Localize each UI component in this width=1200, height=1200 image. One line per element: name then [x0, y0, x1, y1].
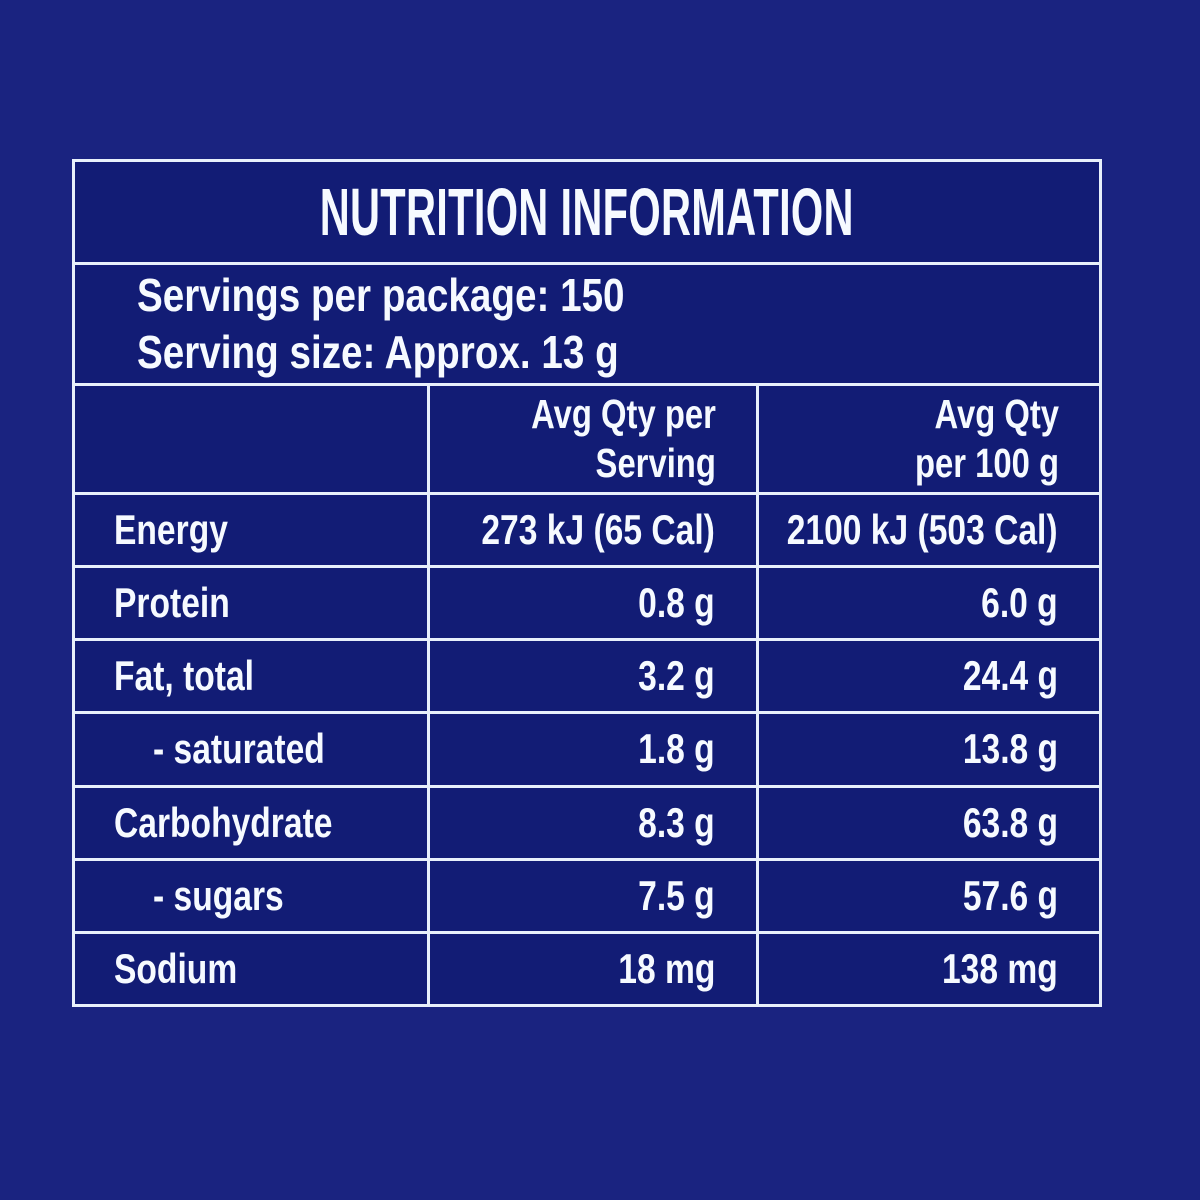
row-label: Carbohydrate: [114, 798, 333, 846]
row-saturated-per-serving-cell: 1.8 g: [430, 714, 756, 785]
row-protein-per-100g-cell: 6.0 g: [759, 568, 1099, 639]
row-sodium-label-cell: Sodium: [75, 933, 427, 1004]
row-value: 18 mg: [617, 944, 715, 992]
row-value: 273 kJ (65 Cal): [481, 506, 715, 554]
row-energy-per-100g-cell: 2100 kJ (503 Cal): [759, 495, 1099, 566]
row-sugars-per-serving-cell: 7.5 g: [430, 860, 756, 931]
row-fat-total-label-cell: Fat, total: [75, 641, 427, 712]
row-energy-label-cell: Energy: [75, 495, 427, 566]
row-value: 24.4 g: [962, 652, 1058, 700]
row-label: - sugars: [153, 871, 284, 919]
row-value: 2100 kJ (503 Cal): [787, 506, 1058, 554]
header-per-serving: Avg Qty per Serving: [430, 386, 756, 492]
nutrition-title-box: NUTRITION INFORMATION: [75, 162, 1099, 262]
row-saturated-per-100g-cell: 13.8 g: [759, 714, 1099, 785]
servings-per-package: Servings per package: 150: [137, 268, 625, 321]
row-energy-per-serving-cell: 273 kJ (65 Cal): [430, 495, 756, 566]
row-saturated-label-cell: - saturated: [75, 714, 427, 785]
row-label: Sodium: [114, 944, 238, 992]
row-sodium-per-serving-cell: 18 mg: [430, 933, 756, 1004]
header-per-100g: Avg Qty per 100 g: [759, 386, 1099, 492]
row-label: Energy: [114, 506, 228, 554]
row-value: 1.8 g: [638, 725, 715, 773]
row-value: 63.8 g: [962, 798, 1058, 846]
row-carbohydrate-label-cell: Carbohydrate: [75, 787, 427, 858]
row-value: 138 mg: [942, 944, 1058, 992]
row-sugars-per-100g-cell: 57.6 g: [759, 860, 1099, 931]
row-value: 3.2 g: [638, 652, 715, 700]
row-value: 57.6 g: [962, 871, 1058, 919]
nutrition-title: NUTRITION INFORMATION: [319, 174, 855, 250]
header-per-serving-line2: Serving: [595, 440, 716, 486]
row-value: 0.8 g: [638, 579, 715, 627]
header-per-100g-line1: Avg Qty: [934, 390, 1059, 437]
serving-size: Serving size: Approx. 13 g: [137, 326, 619, 378]
row-fat-total-per-100g-cell: 24.4 g: [759, 641, 1099, 712]
row-value: 7.5 g: [638, 871, 715, 919]
serving-info-box: Servings per package: 150 Serving size: …: [75, 265, 1099, 383]
row-value: 6.0 g: [981, 579, 1058, 627]
row-fat-total-per-serving-cell: 3.2 g: [430, 641, 756, 712]
row-carbohydrate-per-serving-cell: 8.3 g: [430, 787, 756, 858]
header-per-serving-line1: Avg Qty per: [531, 390, 716, 437]
row-label: Protein: [114, 579, 230, 627]
row-protein-label-cell: Protein: [75, 568, 427, 639]
row-protein-per-serving-cell: 0.8 g: [430, 568, 756, 639]
row-value: 13.8 g: [962, 725, 1058, 773]
header-empty-cell: [75, 386, 427, 492]
row-value: 8.3 g: [638, 798, 715, 846]
row-sodium-per-100g-cell: 138 mg: [759, 933, 1099, 1004]
row-label: - saturated: [153, 725, 325, 773]
header-per-100g-line2: per 100 g: [914, 440, 1059, 486]
nutrition-panel: NUTRITION INFORMATION Servings per packa…: [72, 159, 1102, 1007]
row-sugars-label-cell: - sugars: [75, 860, 427, 931]
row-carbohydrate-per-100g-cell: 63.8 g: [759, 787, 1099, 858]
row-label: Fat, total: [114, 652, 254, 700]
